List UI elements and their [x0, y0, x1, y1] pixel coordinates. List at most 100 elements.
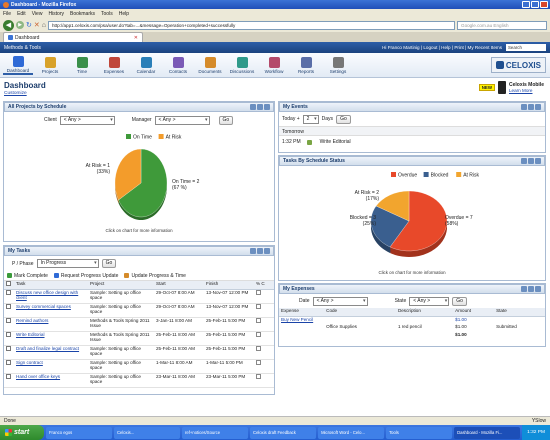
- menu-item-file[interactable]: File: [3, 10, 12, 17]
- task-name[interactable]: Write Editorial: [14, 331, 88, 346]
- task-row[interactable]: Hand over office keys Sample: Setting up …: [4, 373, 274, 388]
- reload-icon[interactable]: ↻: [26, 22, 32, 29]
- close-icon[interactable]: [264, 104, 270, 110]
- calendar-icon[interactable]: [256, 303, 261, 309]
- expense-column-description[interactable]: Description: [395, 308, 454, 317]
- task-row[interactable]: Survey commercial spaces Sample: Setting …: [4, 303, 274, 318]
- refresh-icon[interactable]: [521, 286, 527, 292]
- row-checkbox[interactable]: [6, 345, 11, 351]
- menu-item-view[interactable]: View: [31, 10, 43, 17]
- task-name[interactable]: Hand over office keys: [14, 373, 88, 388]
- nav-calendar[interactable]: Calendar: [131, 57, 161, 74]
- task-action-2[interactable]: Update Progress & Time: [124, 273, 186, 279]
- yslow-label[interactable]: YSlow: [531, 418, 546, 424]
- date-select[interactable]: < Any >: [312, 296, 368, 306]
- projects-pie-chart[interactable]: On Time At Risk On Time = 2(67 %) At Risk =…: [4, 128, 274, 228]
- pie-slice-blocked[interactable]: [370, 205, 410, 248]
- forward-button[interactable]: ▶: [16, 21, 24, 29]
- global-search-input[interactable]: Search: [506, 44, 546, 51]
- close-icon[interactable]: [535, 158, 541, 164]
- back-button[interactable]: ◀: [3, 19, 14, 31]
- expense-column-code[interactable]: Code: [324, 308, 396, 317]
- nav-time[interactable]: Time: [67, 57, 97, 74]
- days-input[interactable]: 2: [302, 114, 319, 124]
- expense-row[interactable]: Office Supplies 1 red pencil $1.00 Submitte…: [279, 324, 545, 332]
- menu-item-history[interactable]: History: [48, 10, 64, 17]
- taskbar-item[interactable]: Franco egos: [46, 426, 113, 439]
- column-header-start[interactable]: Start: [154, 281, 204, 290]
- calendar-icon[interactable]: [256, 289, 261, 295]
- refresh-icon[interactable]: [250, 104, 256, 110]
- row-checkbox[interactable]: [6, 373, 11, 379]
- nav-projects[interactable]: Projects: [35, 57, 65, 74]
- close-button[interactable]: [540, 1, 548, 8]
- menu-item-edit[interactable]: Edit: [17, 10, 26, 17]
- calendar-icon[interactable]: [256, 331, 261, 337]
- pie-slice-overdue[interactable]: [389, 190, 448, 252]
- row-checkbox[interactable]: [6, 331, 11, 337]
- settings-icon[interactable]: [528, 158, 534, 164]
- tab-close-icon[interactable]: ✕: [133, 34, 138, 41]
- user-links[interactable]: Hi Franco Martinig | Logout | Help | Pri…: [382, 45, 502, 50]
- manager-select[interactable]: < Any >: [154, 115, 210, 125]
- task-name[interactable]: Draft and finalize legal contract: [14, 345, 88, 360]
- settings-icon[interactable]: [257, 248, 263, 254]
- go-button[interactable]: Go: [218, 115, 234, 125]
- calendar-icon[interactable]: [256, 345, 261, 351]
- pie-slice-at-risk[interactable]: [375, 190, 410, 222]
- taskbar-item[interactable]: Dashboard - Mozilla Fi...: [454, 426, 521, 439]
- event-row[interactable]: 1:32 PM Write Editorial: [279, 136, 545, 148]
- nav-reports[interactable]: Reports: [291, 57, 321, 74]
- menu-item-help[interactable]: Help: [118, 10, 129, 17]
- minimize-button[interactable]: [522, 1, 530, 8]
- select-all-checkbox[interactable]: [6, 281, 11, 286]
- mobile-link[interactable]: Learn More: [508, 88, 533, 93]
- row-checkbox[interactable]: [6, 289, 11, 295]
- task-row[interactable]: Draft and finalize legal contract Sample:…: [4, 345, 274, 360]
- mobile-promo[interactable]: NEW Celoxis Mobile Learn More: [478, 81, 544, 94]
- expense-column-expense[interactable]: Expense: [279, 308, 325, 317]
- nav-workflow[interactable]: Workflow: [259, 57, 289, 74]
- stop-icon[interactable]: ✕: [33, 22, 40, 29]
- taskbar-item[interactable]: Celoxis draft Feedback: [250, 426, 317, 439]
- status-pie-chart[interactable]: Overdue Blocked At Risk Overdue = 7(58%) Blo…: [279, 166, 545, 270]
- nav-documents[interactable]: Documents: [195, 57, 225, 74]
- task-row[interactable]: Write Editorial Methods & Tools Spring 20…: [4, 331, 274, 346]
- celoxis-logo[interactable]: CELOXIS: [490, 57, 546, 73]
- expense-column-amount[interactable]: Amount: [453, 308, 495, 317]
- nav-contacts[interactable]: Contacts: [163, 57, 193, 74]
- close-icon[interactable]: [535, 286, 541, 292]
- calendar-icon[interactable]: [256, 373, 261, 379]
- pie-slice-on-time[interactable]: [118, 148, 168, 218]
- row-checkbox[interactable]: [6, 317, 11, 323]
- home-icon[interactable]: ⌂: [41, 21, 46, 29]
- column-header-finish[interactable]: Finish: [204, 281, 254, 290]
- start-button[interactable]: start: [0, 425, 44, 440]
- refresh-icon[interactable]: [521, 104, 527, 110]
- settings-icon[interactable]: [528, 286, 534, 292]
- expense-group-link[interactable]: Buy New Pencil: [281, 316, 314, 322]
- close-icon[interactable]: [535, 104, 541, 110]
- taskbar-item[interactable]: Tools: [386, 426, 453, 439]
- phase-select[interactable]: In Progress: [36, 259, 99, 268]
- column-header-c[interactable]: % C: [254, 281, 274, 290]
- nav-dashboard[interactable]: Dashboard: [3, 56, 33, 75]
- state-select[interactable]: < Any >: [409, 296, 450, 306]
- expense-column-state[interactable]: State: [494, 308, 545, 317]
- task-name[interactable]: Survey commercial spaces: [14, 303, 88, 318]
- maximize-button[interactable]: [531, 1, 539, 8]
- client-select[interactable]: < Any >: [59, 115, 115, 125]
- task-row[interactable]: Discuss new office design with client Sam…: [4, 289, 274, 304]
- row-checkbox[interactable]: [6, 303, 11, 309]
- settings-icon[interactable]: [257, 104, 263, 110]
- row-checkbox[interactable]: [6, 359, 11, 365]
- task-name[interactable]: Remind authors: [14, 317, 88, 332]
- go-button[interactable]: Go: [101, 259, 117, 268]
- refresh-icon[interactable]: [250, 248, 256, 254]
- calendar-icon[interactable]: [256, 317, 261, 323]
- nav-settings[interactable]: Settings: [323, 57, 353, 74]
- nav-discussions[interactable]: Discussions: [227, 57, 257, 74]
- search-box[interactable]: Google.com.au English: [457, 20, 547, 30]
- taskbar-item[interactable]: ref+notices/Source: [182, 426, 249, 439]
- go-button[interactable]: Go: [452, 296, 467, 306]
